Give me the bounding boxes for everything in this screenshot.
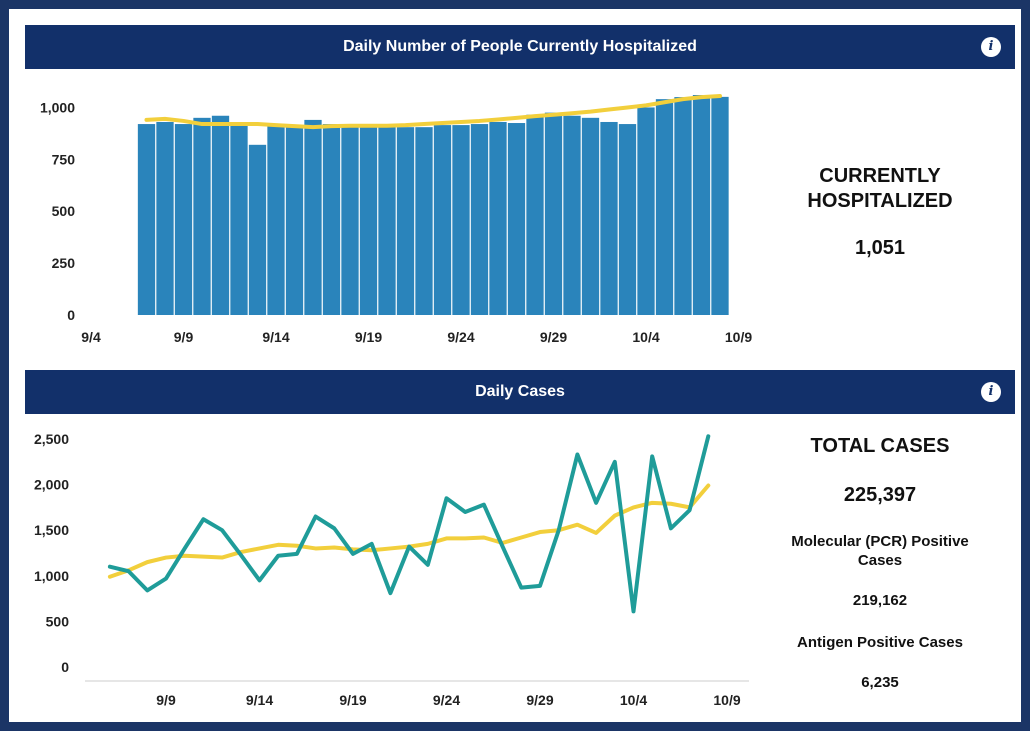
hosp-bar xyxy=(396,127,415,315)
hosp-bar xyxy=(359,126,378,315)
hosp-bar xyxy=(433,125,452,315)
pcr-cases-value: 219,162 xyxy=(852,592,908,609)
hosp-bar xyxy=(674,97,692,315)
currently-hospitalized-line2: HOSPITALIZED xyxy=(807,190,953,212)
hosp-bar xyxy=(655,99,674,315)
hosp-bar xyxy=(304,119,322,315)
hosp-xtick-label: 10/9 xyxy=(725,329,752,345)
hosp-bar xyxy=(618,124,637,315)
cases-xtick-label: 9/19 xyxy=(339,692,366,708)
cases-ytick-label: 1,000 xyxy=(34,568,69,584)
total-cases-label: TOTAL CASES xyxy=(810,435,950,457)
dashboard-frame: Daily Number of People Currently Hospita… xyxy=(9,9,1021,722)
hosp-ytick-label: 750 xyxy=(52,151,76,167)
hosp-bar xyxy=(322,124,341,315)
hosp-bar xyxy=(581,117,600,315)
cases-panel-title: Daily Cases xyxy=(475,383,565,400)
hosp-bar xyxy=(452,125,470,315)
cases-xtick-label: 10/9 xyxy=(713,692,740,708)
cases-ytick-label: 1,500 xyxy=(34,522,69,538)
hosp-bar xyxy=(341,126,359,315)
hospitalized-panel-header: Daily Number of People Currently Hospita… xyxy=(25,25,1015,69)
hospitalized-panel-title: Daily Number of People Currently Hospita… xyxy=(343,38,697,55)
hosp-bar xyxy=(711,96,729,315)
hosp-xtick-label: 9/4 xyxy=(81,329,101,345)
hosp-bar xyxy=(248,144,267,315)
hosp-bar xyxy=(285,126,304,315)
cases-daily-line xyxy=(107,434,711,614)
hosp-ytick-label: 250 xyxy=(52,255,76,271)
hosp-bar xyxy=(211,115,230,315)
cases-panel-header: Daily Cases i xyxy=(25,370,1015,414)
currently-hospitalized-line1: CURRENTLY xyxy=(819,165,941,187)
currently-hospitalized-label: CURRENTLY HOSPITALIZED xyxy=(769,164,991,214)
hosp-bar xyxy=(174,124,193,315)
pcr-cases-label: Molecular (PCR) Positive Cases xyxy=(769,532,991,570)
hospitalized-info-icon[interactable]: i xyxy=(981,37,1001,57)
hosp-xtick-label: 9/9 xyxy=(174,329,194,345)
hosp-xtick-label: 10/4 xyxy=(632,329,659,345)
hosp-average-line xyxy=(144,94,722,130)
cases-ytick-label: 2,000 xyxy=(34,477,69,493)
cases-xtick-label: 9/29 xyxy=(526,692,553,708)
hosp-bar xyxy=(600,121,618,315)
hosp-bar xyxy=(230,124,248,315)
pcr-cases-label-line2: Cases xyxy=(857,552,903,569)
hosp-xtick-label: 9/24 xyxy=(447,329,474,345)
hosp-bar xyxy=(526,114,544,315)
hosp-bar xyxy=(489,121,507,315)
cases-ytick-label: 2,500 xyxy=(34,431,69,447)
hospitalized-bar-chart: 0 250 500 750 1,000 9/4 9/9 9/14 9/19 9/24 9/29 10/… xyxy=(40,94,752,345)
pcr-cases-label-line1: Molecular (PCR) Positive xyxy=(791,533,969,550)
cases-xtick-label: 9/9 xyxy=(156,692,176,708)
antigen-cases-label: Antigen Positive Cases xyxy=(797,634,963,651)
hosp-ytick-label: 500 xyxy=(52,203,76,219)
hosp-bar xyxy=(470,124,489,315)
cases-xtick-label: 9/14 xyxy=(246,692,273,708)
hosp-xtick-label: 9/14 xyxy=(262,329,289,345)
hosp-bar xyxy=(563,115,581,315)
total-cases-value: 225,397 xyxy=(843,484,917,506)
hosp-bar xyxy=(415,127,433,315)
hosp-bar xyxy=(378,126,396,315)
hosp-ytick-label: 0 xyxy=(67,307,75,323)
cases-info-icon[interactable]: i xyxy=(981,382,1001,402)
hosp-bar xyxy=(193,117,211,315)
hosp-bar xyxy=(692,95,711,315)
cases-ytick-label: 0 xyxy=(61,659,69,675)
hosp-bar xyxy=(544,112,563,315)
cases-xtick-label: 10/4 xyxy=(620,692,647,708)
hosp-bar xyxy=(507,123,526,316)
hosp-bar xyxy=(137,124,156,315)
hosp-xtick-label: 9/19 xyxy=(355,329,382,345)
antigen-cases-value: 6,235 xyxy=(861,674,899,691)
cases-ytick-label: 500 xyxy=(46,613,70,629)
hosp-bar xyxy=(637,107,655,315)
hosp-xtick-label: 9/29 xyxy=(540,329,567,345)
currently-hospitalized-value: 1,051 xyxy=(854,237,906,259)
daily-cases-line-chart: 0 500 1,000 1,500 2,000 2,500 9/9 9/14 9/19 9/24 9… xyxy=(34,431,749,708)
hosp-bar xyxy=(156,121,174,315)
hosp-ytick-label: 1,000 xyxy=(40,99,75,115)
cases-xtick-label: 9/24 xyxy=(433,692,460,708)
hosp-bar xyxy=(267,124,285,315)
